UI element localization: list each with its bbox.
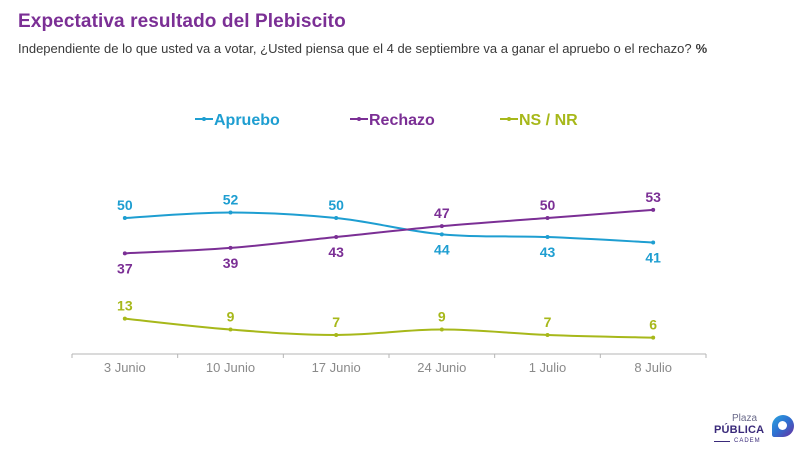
data-label: 39 <box>223 255 239 271</box>
data-label: 13 <box>117 298 133 314</box>
data-label: 43 <box>328 244 344 260</box>
data-point <box>122 251 127 256</box>
data-label: 50 <box>540 197 556 213</box>
x-tick-label: 10 Junio <box>206 360 255 375</box>
data-label: 44 <box>434 241 450 257</box>
logo-cadem-text: CADEM <box>734 438 761 444</box>
data-label: 37 <box>117 260 133 276</box>
logo-publica-text: PÚBLICA <box>714 424 765 436</box>
plaza-publica-cadem-logo: Plaza PÚBLICA CADEM <box>712 413 794 449</box>
data-label: 47 <box>434 205 450 221</box>
data-point <box>228 245 233 250</box>
x-tick-label: 1 Julio <box>529 360 567 375</box>
data-point <box>545 332 550 337</box>
legend-swatch-marker <box>507 117 511 121</box>
data-point <box>228 327 233 332</box>
data-label: 7 <box>544 314 552 330</box>
data-point <box>439 327 444 332</box>
x-tick-label: 24 Junio <box>417 360 466 375</box>
series-rechazo: 37 39 43 47 50 53 <box>117 189 661 277</box>
x-axis: 3 Junio 10 Junio 17 Junio 24 Junio 1 Julio 8 … <box>71 353 707 375</box>
data-point <box>122 216 127 220</box>
data-point <box>651 335 656 340</box>
series-line <box>124 208 654 255</box>
unit-label: % <box>695 41 708 56</box>
data-label: 52 <box>223 192 239 208</box>
data-label: 50 <box>328 197 344 213</box>
legend-label: NS / NR <box>519 112 578 129</box>
x-tick-label: 8 Julio <box>634 360 672 375</box>
data-label: 9 <box>438 309 446 325</box>
series-apruebo: 50 52 50 44 43 41 <box>117 192 661 266</box>
data-point <box>651 207 656 212</box>
data-point <box>439 232 444 237</box>
chart-subtitle: Independiente de lo que usted va a votar… <box>18 41 707 56</box>
legend-label: Apruebo <box>214 112 280 129</box>
data-point <box>651 240 656 245</box>
data-label: 6 <box>649 317 657 333</box>
legend-item: Apruebo <box>195 112 280 129</box>
x-tick-label: 3 Junio <box>104 360 146 375</box>
logo-plaza-text: Plaza <box>732 413 758 424</box>
data-point <box>122 316 127 321</box>
legend-item: NS / NR <box>500 112 578 129</box>
series-ns-nr: 13 9 7 9 7 6 <box>117 298 657 340</box>
data-point <box>545 216 550 220</box>
legend: Apruebo Rechazo NS / NR <box>195 112 578 129</box>
data-point <box>334 235 339 240</box>
series-group: 50 52 50 44 43 41 37 39 43 47 50 53 13 9 7 9 7 6 <box>117 189 661 340</box>
legend-swatch-marker <box>357 117 361 121</box>
legend-label: Rechazo <box>369 112 435 129</box>
data-label: 53 <box>645 189 661 205</box>
data-label: 50 <box>117 197 133 213</box>
legend-swatch-marker <box>202 117 206 121</box>
subtitle-question: Independiente de lo que usted va a votar… <box>18 41 692 56</box>
series-line <box>124 317 654 339</box>
chart-title: Expectativa resultado del Plebiscito <box>18 11 346 32</box>
data-label: 41 <box>645 249 661 265</box>
data-point <box>334 332 339 337</box>
x-tick-label: 17 Junio <box>312 360 361 375</box>
data-point <box>545 235 550 240</box>
data-label: 43 <box>540 244 556 260</box>
legend-item: Rechazo <box>350 112 435 129</box>
data-point <box>439 224 444 229</box>
speech-bubble-icon-center <box>778 421 787 430</box>
data-label: 7 <box>332 314 340 330</box>
data-point <box>228 210 233 215</box>
logo-rule <box>714 441 730 442</box>
series-line <box>124 211 654 244</box>
data-point <box>334 216 339 220</box>
data-label: 9 <box>227 309 235 325</box>
